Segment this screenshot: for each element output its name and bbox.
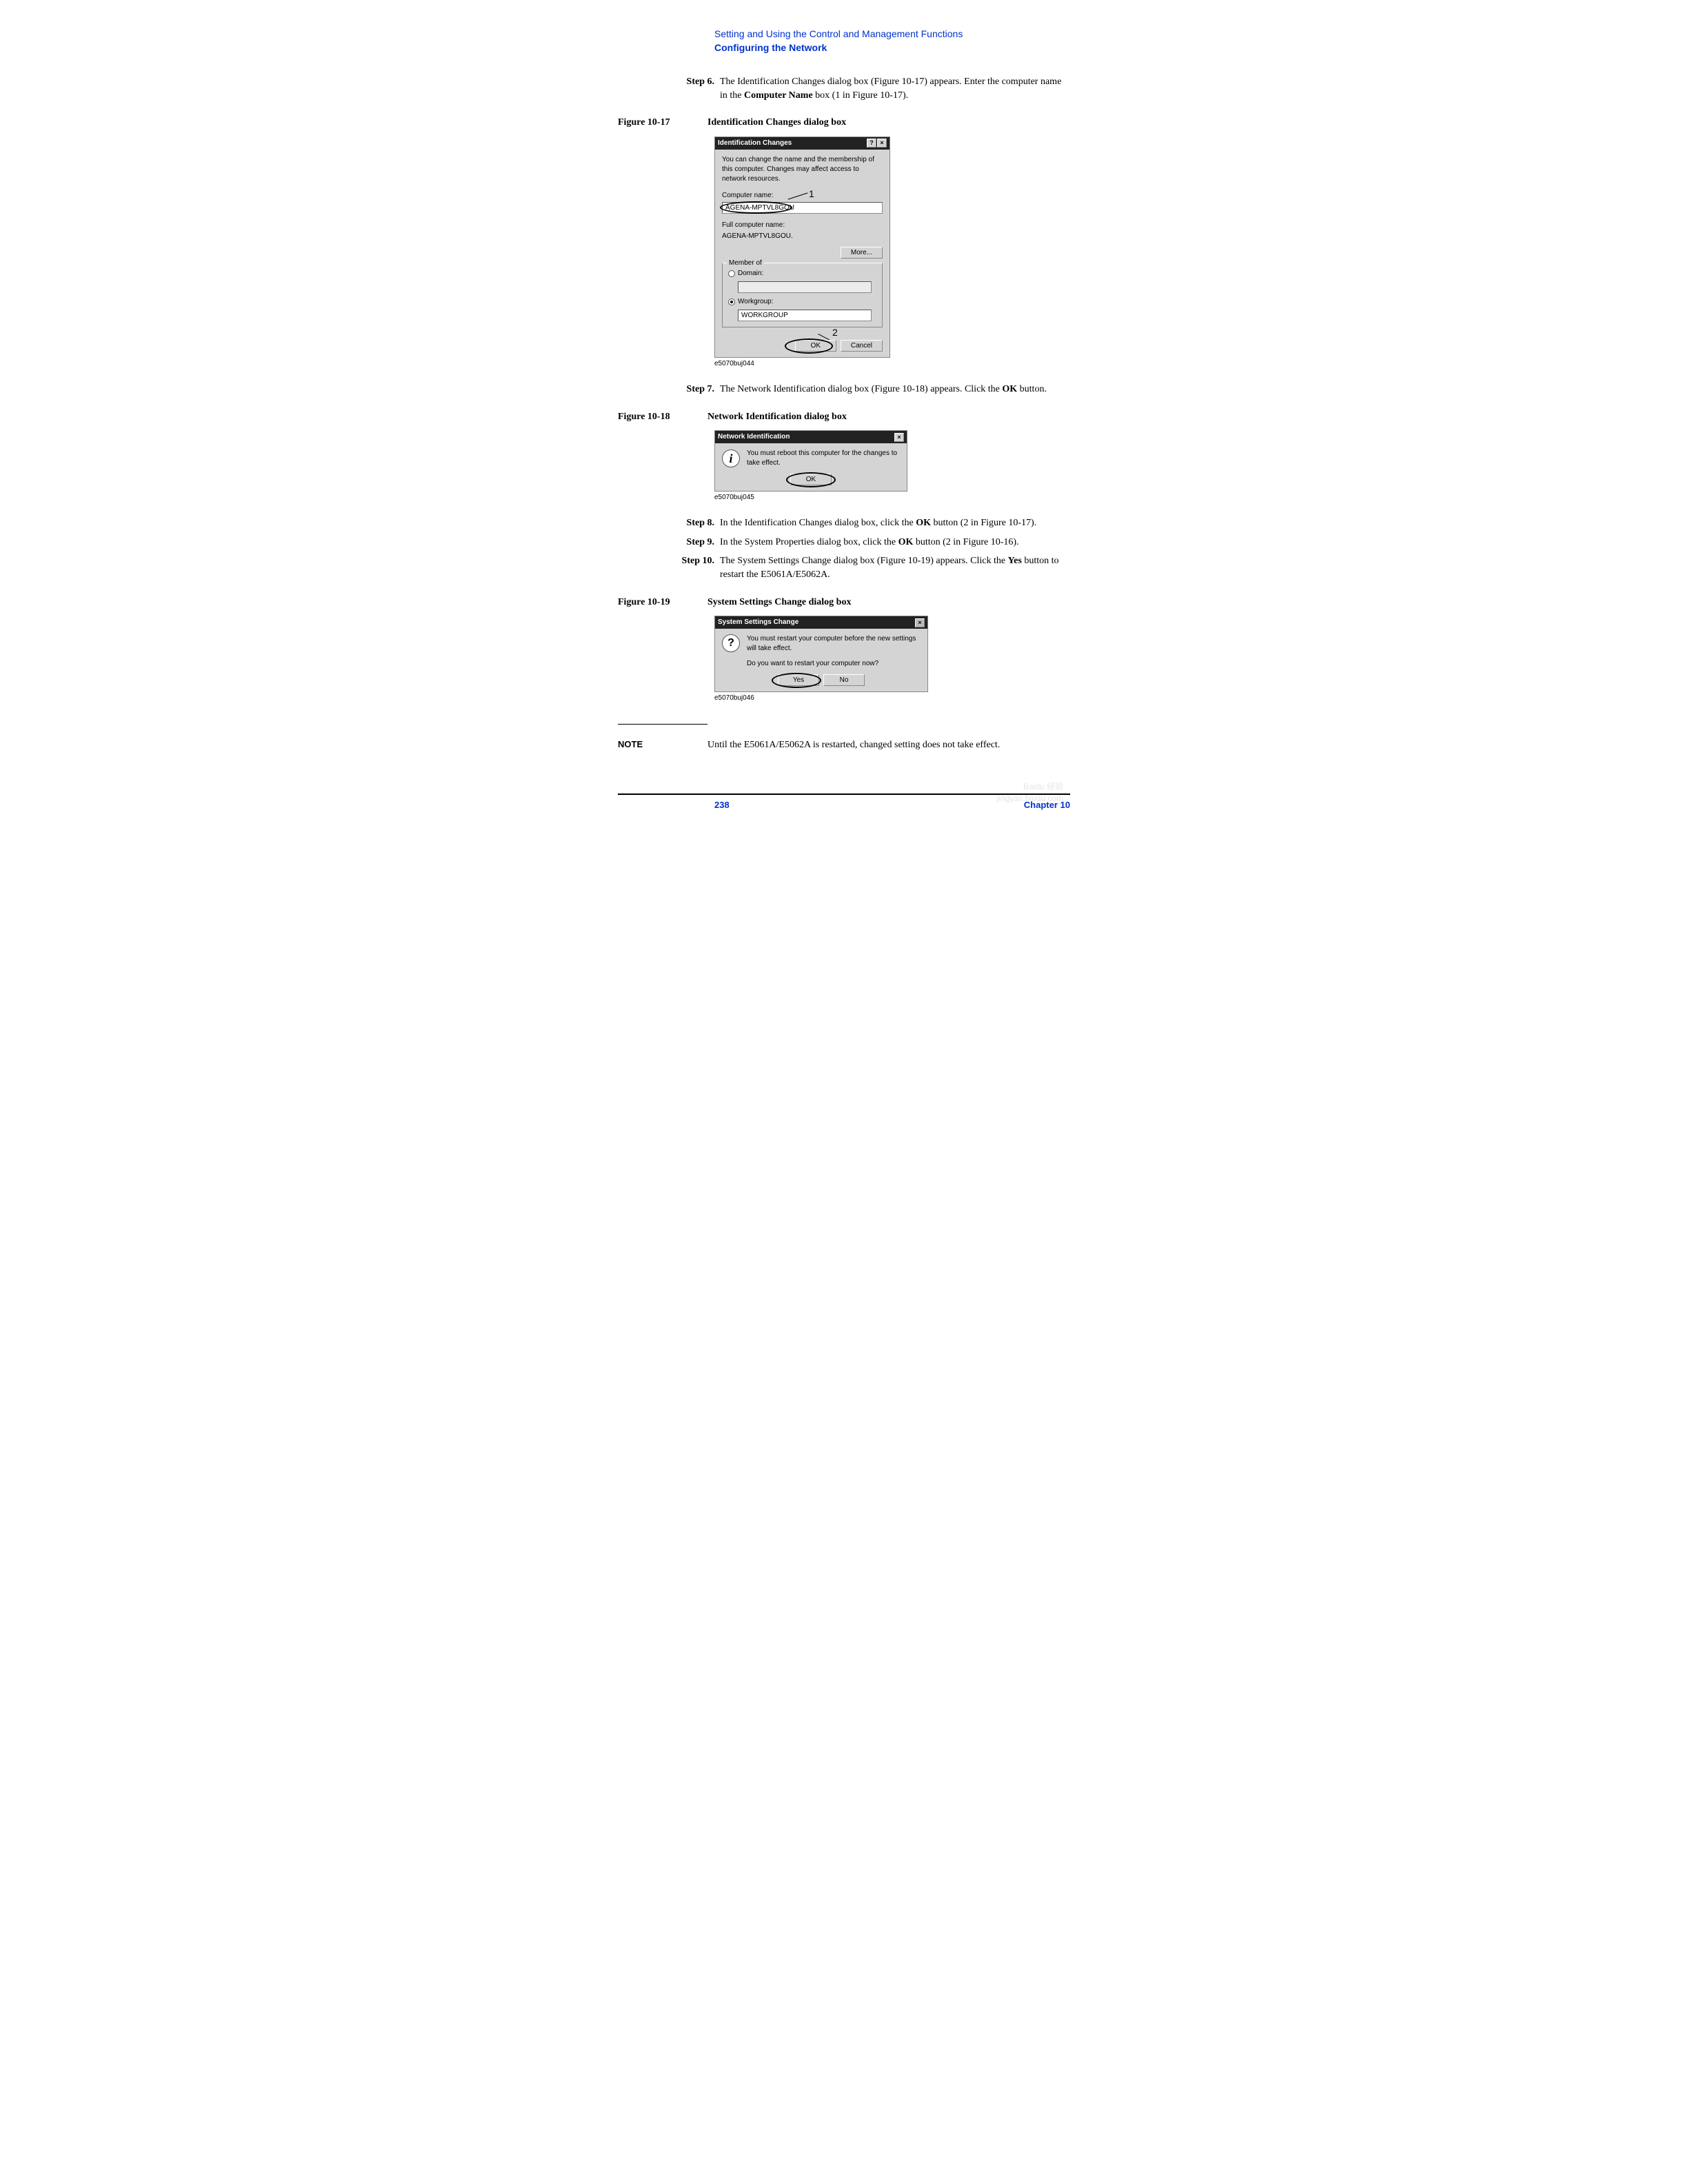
header-section-title: Setting and Using the Control and Manage…	[714, 28, 1070, 41]
figure-10-18-heading: Figure 10-18 Network Identification dial…	[618, 410, 1070, 424]
step-label: Step 8.	[673, 516, 714, 530]
figure-10-17-heading: Figure 10-17 Identification Changes dial…	[618, 116, 1070, 130]
computer-name-label: Computer name: 1	[722, 191, 883, 201]
cancel-button[interactable]: Cancel	[841, 340, 883, 352]
yes-button[interactable]: Yes	[778, 674, 819, 686]
step-8: Step 8. In the Identification Changes di…	[618, 516, 1070, 530]
full-name-value: AGENA-MPTVL8GOU.	[722, 232, 883, 241]
chapter-label: Chapter 10	[1024, 799, 1070, 811]
workgroup-radio-row[interactable]: Workgroup:	[728, 297, 876, 307]
step-text: The System Settings Change dialog box (F…	[720, 554, 1070, 581]
figure-caption: e5070buj045	[714, 493, 1070, 503]
figure-label: Figure 10-18	[618, 410, 707, 424]
figure-10-18: Network Identification × i You must rebo…	[714, 430, 1070, 503]
step-9: Step 9. In the System Properties dialog …	[618, 536, 1070, 549]
step-text: In the Identification Changes dialog box…	[720, 516, 1070, 530]
member-of-legend: Member of	[727, 259, 764, 268]
dialog-message: You must reboot this computer for the ch…	[747, 449, 900, 468]
question-icon: ?	[722, 634, 740, 652]
figure-caption: e5070buj046	[714, 694, 1070, 703]
step-label: Step 9.	[673, 536, 714, 549]
step-text: In the System Properties dialog box, cli…	[720, 536, 1070, 549]
close-icon[interactable]: ×	[877, 139, 887, 148]
dialog-intro-text: You can change the name and the membersh…	[722, 155, 883, 184]
dialog-titlebar: Network Identification ×	[715, 431, 907, 443]
help-icon[interactable]: ?	[867, 139, 876, 148]
dialog-message-1: You must restart your computer before th…	[747, 634, 921, 654]
workgroup-radio[interactable]	[728, 299, 735, 305]
no-button[interactable]: No	[823, 674, 865, 686]
figure-label: Figure 10-19	[618, 596, 707, 609]
domain-input[interactable]	[738, 281, 872, 293]
domain-radio[interactable]	[728, 270, 735, 277]
computer-name-input[interactable]	[722, 202, 883, 214]
callout-number-1: 1	[809, 188, 814, 201]
step-7: Step 7. The Network Identification dialo…	[618, 383, 1070, 396]
header-subsection-title: Configuring the Network	[714, 41, 1070, 55]
dialog-titlebar: System Settings Change ×	[715, 616, 927, 629]
workgroup-label: Workgroup:	[738, 297, 774, 307]
step-label: Step 10.	[673, 554, 714, 581]
figure-title: Identification Changes dialog box	[707, 116, 846, 130]
dialog-body: ? You must restart your computer before …	[715, 629, 927, 691]
step-text: The Network Identification dialog box (F…	[720, 383, 1070, 396]
domain-radio-row[interactable]: Domain:	[728, 269, 876, 279]
ok-button[interactable]: OK	[790, 474, 832, 485]
ok-button[interactable]: OK	[795, 340, 836, 352]
step-10: Step 10. The System Settings Change dial…	[618, 554, 1070, 581]
page-number: 238	[714, 799, 730, 811]
dialog-title-text: Network Identification	[718, 432, 790, 442]
step-label: Step 6.	[673, 75, 714, 102]
dialog-body: You can change the name and the membersh…	[715, 150, 890, 357]
callout-number-2: 2	[832, 326, 838, 340]
step-label: Step 7.	[673, 383, 714, 396]
step-6: Step 6. The Identification Changes dialo…	[618, 75, 1070, 102]
note-label: NOTE	[618, 738, 707, 752]
callout-line-1	[788, 192, 808, 199]
dialog-titlebar: Identification Changes ? ×	[715, 137, 890, 150]
system-settings-change-dialog: System Settings Change × ? You must rest…	[714, 616, 928, 692]
page-header: Setting and Using the Control and Manage…	[714, 28, 1070, 54]
dialog-message-2: Do you want to restart your computer now…	[747, 659, 921, 669]
note-rule	[618, 724, 707, 725]
more-button[interactable]: More...	[841, 247, 883, 259]
dialog-title-text: System Settings Change	[718, 618, 798, 627]
figure-label: Figure 10-17	[618, 116, 707, 130]
info-icon: i	[722, 449, 740, 467]
workgroup-input[interactable]	[738, 310, 872, 321]
close-icon[interactable]: ×	[915, 618, 925, 627]
close-icon[interactable]: ×	[894, 433, 904, 442]
dialog-title-text: Identification Changes	[718, 139, 792, 148]
identification-changes-dialog: Identification Changes ? × You can chang…	[714, 136, 890, 358]
page-footer: 238 Chapter 10	[618, 795, 1070, 811]
note-text: Until the E5061A/E5062A is restarted, ch…	[707, 738, 1070, 752]
note-block: NOTE Until the E5061A/E5062A is restarte…	[618, 738, 1070, 752]
figure-title: System Settings Change dialog box	[707, 596, 851, 609]
member-of-group: Member of Domain: Workgroup:	[722, 263, 883, 327]
figure-10-19-heading: Figure 10-19 System Settings Change dial…	[618, 596, 1070, 609]
step-text: The Identification Changes dialog box (F…	[720, 75, 1070, 102]
figure-10-19: System Settings Change × ? You must rest…	[714, 616, 1070, 703]
dialog-body: i You must reboot this computer for the …	[715, 443, 907, 491]
figure-10-17: Identification Changes ? × You can chang…	[714, 136, 1070, 369]
figure-caption: e5070buj044	[714, 359, 1070, 369]
figure-title: Network Identification dialog box	[707, 410, 847, 424]
network-identification-dialog: Network Identification × i You must rebo…	[714, 430, 907, 492]
domain-label: Domain:	[738, 269, 763, 279]
full-name-label: Full computer name:	[722, 221, 883, 230]
